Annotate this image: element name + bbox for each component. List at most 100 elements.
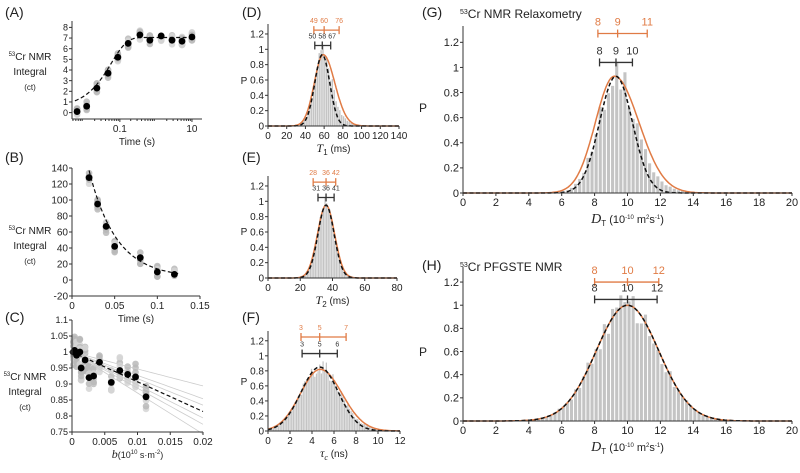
histogram-bar	[660, 181, 664, 193]
error-bar-label: 7	[344, 325, 348, 332]
histogram-bar	[656, 349, 660, 421]
histogram-bar	[317, 231, 320, 278]
x-label-part: τ	[320, 446, 325, 460]
x-tick-label: 8	[353, 436, 359, 447]
histogram-bar	[309, 265, 312, 278]
chart-title: 53Cr NMR Relaxometry	[460, 7, 582, 21]
y-tick-label: 1	[453, 300, 459, 312]
y-tick-label: 1.2	[444, 277, 459, 289]
histogram-bar	[297, 396, 299, 431]
mean-data-point	[76, 348, 84, 356]
error-bar-label: 58	[318, 33, 326, 40]
histogram-bar	[294, 402, 296, 431]
panel-b: (B)0 0.05 0.1 0.15-2002040608010012014053Cr…	[5, 149, 210, 325]
replicate-fit-line	[75, 353, 204, 435]
histogram-bar	[350, 410, 352, 431]
error-bar-label: 50	[309, 33, 317, 40]
histogram-bar	[582, 172, 586, 193]
histogram-bar	[310, 368, 313, 431]
y-axis-label: (ct)	[24, 257, 36, 266]
panel-label: (B)	[5, 149, 24, 165]
x-tick-label: 10	[621, 425, 633, 437]
x-tick-label: 6	[559, 197, 565, 209]
histogram-bar	[332, 374, 334, 431]
y-tick-label: 0.4	[250, 243, 264, 254]
y-label-superscript: 53	[9, 226, 16, 232]
y-label-superscript: 53	[4, 372, 11, 378]
mean-data-point	[168, 36, 176, 44]
y-axis-label: P	[419, 101, 427, 115]
histogram-bar	[271, 428, 273, 431]
x-tick-label: 0	[69, 301, 75, 312]
error-bar-label: 9	[613, 45, 619, 57]
histogram-bar	[331, 79, 334, 126]
histogram-bar	[324, 197, 326, 278]
histogram-bar	[569, 399, 574, 421]
replicate-fit-line	[75, 353, 204, 425]
histogram-bar	[611, 85, 615, 193]
x-tick-label: 0.15	[190, 301, 210, 312]
error-bar-label: 36	[322, 170, 330, 177]
x-axis-label: τc (ns)	[320, 446, 348, 462]
x-tick-label: 4	[309, 436, 315, 447]
histogram-bar	[590, 363, 594, 421]
x-tick-label: 18	[753, 197, 765, 209]
histogram-bar	[668, 371, 672, 421]
histogram-bar	[368, 426, 370, 431]
error-bar-label: 8	[592, 265, 598, 277]
mean-data-point	[178, 37, 186, 45]
y-tick-label: 0.6	[444, 113, 459, 125]
histogram-bar	[329, 380, 331, 431]
mean-data-point	[136, 254, 144, 261]
y-tick-label: 0.4	[444, 370, 459, 382]
mean-data-point	[153, 268, 161, 276]
y-tick-label: 8	[63, 23, 68, 33]
error-bar-label: 67	[328, 33, 336, 40]
x-tick-label: 16	[720, 197, 732, 209]
x-label-part: T	[317, 141, 325, 155]
histogram-bar	[685, 400, 689, 421]
mean-data-point	[85, 174, 93, 182]
x-label-part: -10	[625, 215, 634, 221]
mean-data-point	[124, 39, 132, 47]
histogram-bar	[312, 88, 315, 126]
histogram-bar	[648, 336, 652, 421]
x-label-part: T	[601, 447, 606, 456]
histogram-bar	[322, 361, 324, 431]
mean-data-point	[157, 32, 165, 40]
histogram-bar	[342, 396, 344, 431]
y-tick-label: 1.1	[55, 315, 68, 325]
histogram-bar	[668, 186, 672, 193]
panel-label: (E)	[242, 149, 261, 165]
histogram-bar	[282, 420, 285, 431]
histogram-bar	[334, 241, 336, 278]
title-text: Cr PFGSTE NMR	[468, 260, 563, 274]
histogram-bar	[352, 412, 354, 431]
x-tick-label: 80	[391, 283, 403, 294]
histogram-bar	[652, 172, 656, 193]
histogram-bar	[643, 314, 648, 421]
histogram-bar	[623, 302, 627, 421]
x-label-part: D	[590, 212, 601, 227]
x-tick-label: 12	[394, 436, 406, 447]
y-tick-label: 0.4	[444, 138, 459, 150]
x-label-part: Time (s)	[119, 137, 155, 148]
mean-data-point	[136, 31, 144, 39]
histogram-bar	[713, 418, 717, 421]
histogram-bar	[305, 117, 307, 126]
x-tick-label: 80	[337, 131, 349, 142]
error-bar-label: 10	[626, 45, 638, 57]
histogram-bar	[299, 392, 301, 431]
error-bar-label: 9	[615, 17, 621, 29]
error-bar-label: 3	[299, 325, 303, 332]
x-tick-label: 20	[281, 131, 293, 142]
histogram-bar	[342, 116, 345, 126]
error-bar-label: 6	[335, 342, 339, 349]
mean-data-point	[146, 36, 154, 44]
x-tick-label: 100	[353, 131, 370, 142]
x-tick-label: 40	[327, 283, 339, 294]
x-axis-label: DT (10-10 m2s-1)	[590, 440, 664, 456]
mean-data-point	[102, 223, 110, 230]
histogram-bar	[709, 417, 713, 421]
